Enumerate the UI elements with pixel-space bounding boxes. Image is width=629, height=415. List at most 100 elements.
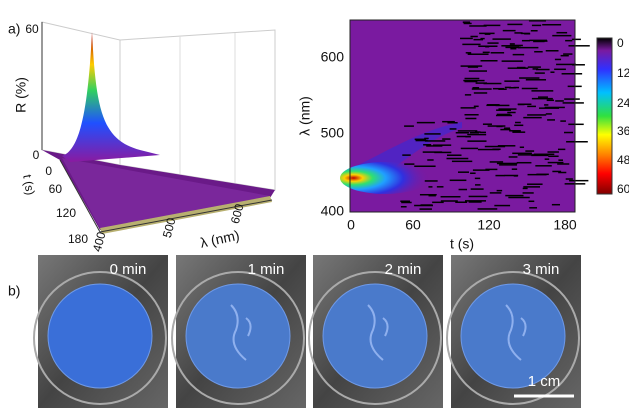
speckle (447, 154, 462, 156)
speckle (542, 24, 561, 26)
speckle (563, 53, 572, 55)
speckle (508, 197, 529, 199)
speckle (425, 140, 445, 142)
x-label: t (s) (450, 236, 474, 252)
speckle (545, 158, 550, 160)
speckle (569, 180, 588, 182)
speckle (466, 52, 471, 54)
y-tick: 400 (321, 203, 345, 219)
speckle (461, 107, 476, 109)
speckle (404, 163, 414, 165)
x-tick: 120 (477, 217, 501, 233)
speckle (523, 192, 534, 194)
speckle (473, 87, 480, 89)
speckle (447, 158, 469, 160)
speckle (473, 169, 490, 171)
speckle (572, 39, 581, 41)
x-tick: 0 (347, 217, 355, 233)
speckle (504, 127, 510, 129)
speckle (529, 40, 547, 42)
y-label: λ (nm) (297, 96, 313, 136)
speckle (450, 180, 467, 182)
z-label: R (%) (13, 77, 29, 113)
panel-label: b) (8, 283, 20, 299)
speckle (483, 123, 492, 125)
lambda-label: λ (nm) (199, 227, 241, 251)
speckle (510, 45, 523, 47)
speckle (534, 51, 543, 53)
speckle (522, 40, 530, 42)
speckle (474, 92, 487, 94)
speckle (461, 148, 478, 150)
photo-label: 2 min (385, 261, 422, 278)
speckle (427, 159, 433, 161)
speckle (502, 60, 523, 62)
speckle (531, 90, 553, 92)
speckle (568, 124, 583, 126)
speckle (419, 208, 431, 210)
speckle (498, 108, 516, 110)
speckle (414, 166, 435, 168)
colorbar-tick: 60 (617, 182, 629, 196)
speckle (461, 65, 483, 67)
speckle (561, 55, 569, 57)
t-tick: 0 (45, 164, 52, 178)
speckle (452, 161, 472, 163)
speckle (523, 188, 528, 190)
speckle (531, 30, 538, 32)
speckle (459, 189, 467, 191)
speckle (518, 104, 525, 106)
speckle (497, 114, 511, 116)
speckle (490, 192, 502, 194)
speckle (458, 130, 478, 132)
speckle (552, 204, 560, 206)
speckle (527, 114, 546, 116)
speckle (498, 145, 516, 147)
speckle (480, 132, 486, 134)
speckle (535, 165, 551, 167)
speckle (472, 88, 492, 90)
speckle (425, 180, 438, 182)
speckle (550, 71, 554, 73)
speckle (507, 24, 522, 26)
speckle (456, 132, 469, 134)
speckle (520, 146, 524, 148)
speckle (464, 23, 472, 25)
speckle (519, 77, 539, 79)
speckle (467, 134, 486, 136)
speckle (538, 96, 548, 98)
speckle (565, 40, 572, 42)
panel-label: a) (8, 21, 20, 37)
speckle (479, 33, 494, 35)
speckle (469, 25, 486, 27)
speckle (467, 140, 486, 142)
speckle (505, 87, 511, 89)
speckle (558, 159, 563, 161)
photo-label: 0 min (110, 261, 147, 278)
speckle (564, 98, 580, 100)
speckle (497, 190, 503, 192)
surface-plot (42, 22, 275, 234)
speckle (527, 106, 536, 108)
speckle (458, 171, 469, 173)
colorbar (597, 38, 612, 194)
speckle (556, 32, 567, 34)
speckle (555, 59, 561, 61)
t-label: t (s) (20, 173, 37, 196)
speckle (491, 52, 504, 54)
speckle (470, 172, 476, 174)
speckle (560, 120, 566, 122)
speckle (555, 100, 564, 102)
speckle (498, 88, 506, 90)
speckle (554, 69, 566, 71)
speckle (547, 151, 558, 153)
speckle (475, 178, 480, 180)
speckle (483, 52, 490, 54)
speckle (420, 194, 437, 196)
speckle (529, 207, 537, 209)
speckle (465, 136, 471, 138)
speckle (527, 183, 543, 185)
speckle (503, 30, 516, 32)
speckle (532, 25, 541, 27)
